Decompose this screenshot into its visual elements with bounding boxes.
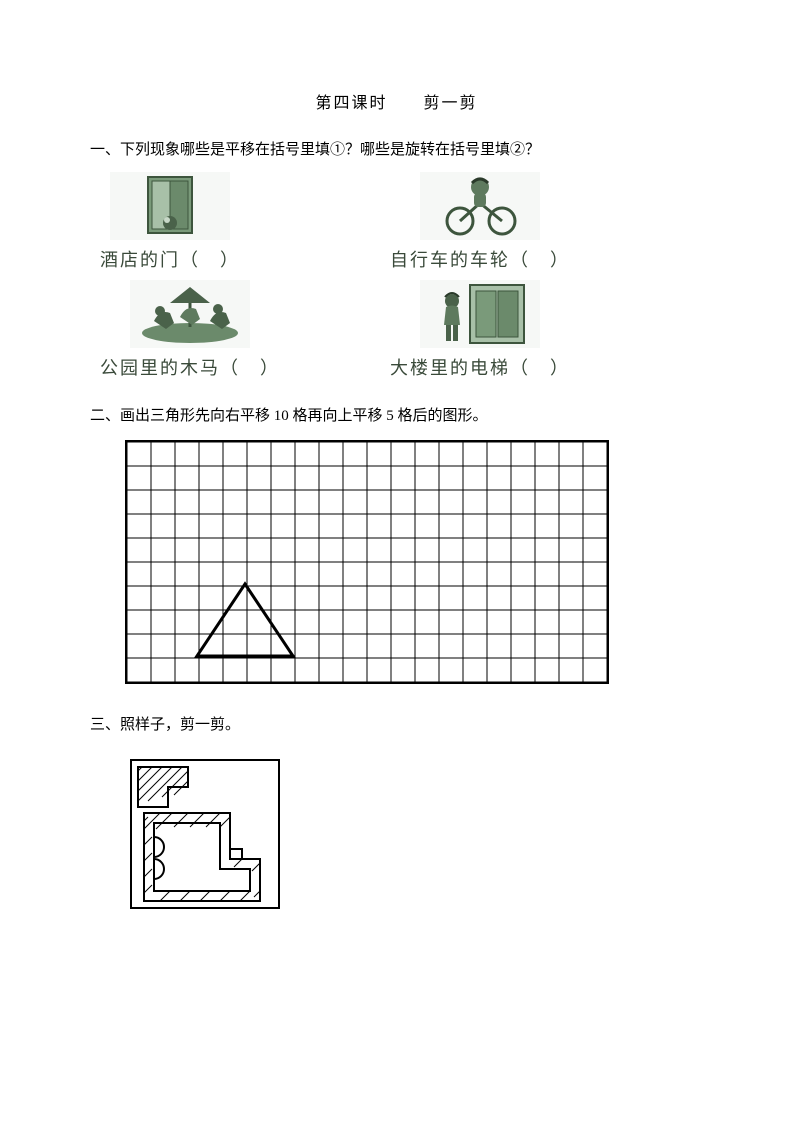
item-horse: 公园里的木马（ ）: [100, 280, 280, 384]
carousel-icon: [130, 280, 250, 348]
item-door: 酒店的门（ ）: [100, 172, 240, 276]
paper-figure: [130, 759, 703, 919]
question-2: 二、画出三角形先向右平移 10 格再向上平移 5 格后的图形。: [90, 403, 703, 694]
lift-label: 大楼里的电梯（ ）: [390, 352, 570, 384]
grid-figure: [125, 440, 703, 694]
question-3: 三、照样子，剪一剪。: [90, 712, 703, 919]
horse-label: 公园里的木马（ ）: [100, 352, 280, 384]
door-label: 酒店的门（ ）: [100, 244, 240, 276]
q2-text: 二、画出三角形先向右平移 10 格再向上平移 5 格后的图形。: [90, 403, 703, 430]
item-lift: 大楼里的电梯（ ）: [390, 280, 570, 384]
elevator-icon: [420, 280, 540, 348]
q3-text: 三、照样子，剪一剪。: [90, 712, 703, 739]
wheel-label: 自行车的车轮（ ）: [390, 244, 570, 276]
q1-text: 一、下列现象哪些是平移在括号里填①？哪些是旋转在括号里填②？: [90, 137, 703, 164]
door-icon: [110, 172, 230, 240]
bicycle-icon: [420, 172, 540, 240]
page-title: 第四课时 剪一剪: [90, 90, 703, 119]
item-wheel: 自行车的车轮（ ）: [390, 172, 570, 276]
question-1: 一、下列现象哪些是平移在括号里填①？哪些是旋转在括号里填②？ 酒店的门（ ）: [90, 137, 703, 385]
